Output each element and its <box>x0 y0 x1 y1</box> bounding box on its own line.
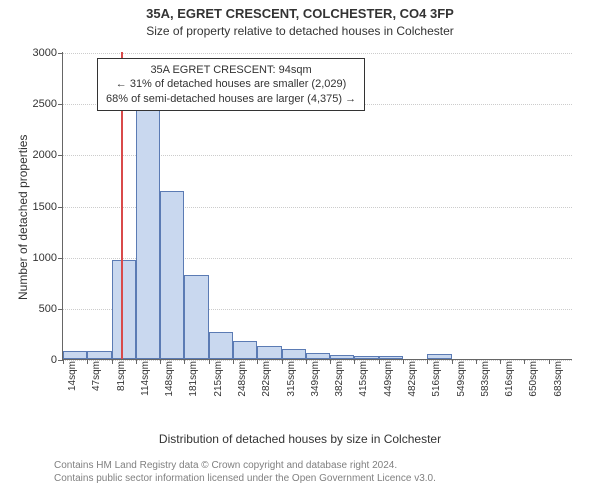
page-title-line2: Size of property relative to detached ho… <box>0 24 600 38</box>
xtick-label: 215sqm <box>213 361 224 421</box>
histogram-bar <box>112 260 136 359</box>
xtick-mark <box>136 359 137 364</box>
xtick-mark <box>63 359 64 364</box>
annotation-line3: 68% of semi-detached houses are larger (… <box>106 92 356 106</box>
ytick-label: 1500 <box>33 201 57 213</box>
plot-area: 05001000150020002500300014sqm47sqm81sqm1… <box>62 52 572 360</box>
ytick-mark <box>58 309 63 310</box>
annotation-box: 35A EGRET CRESCENT: 94sqm← 31% of detach… <box>97 58 365 111</box>
xtick-label: 415sqm <box>358 361 369 421</box>
annotation-line2: ← 31% of detached houses are smaller (2,… <box>106 77 356 91</box>
histogram-bar <box>209 332 233 359</box>
xtick-mark <box>209 359 210 364</box>
xtick-label: 81sqm <box>116 361 127 421</box>
gridline <box>63 53 572 54</box>
xtick-label: 382sqm <box>334 361 345 421</box>
xtick-mark <box>330 359 331 364</box>
xtick-mark <box>403 359 404 364</box>
xtick-label: 549sqm <box>456 361 467 421</box>
histogram-bar <box>160 191 184 359</box>
xtick-label: 449sqm <box>383 361 394 421</box>
xtick-mark <box>500 359 501 364</box>
xtick-mark <box>524 359 525 364</box>
xtick-label: 47sqm <box>91 361 102 421</box>
histogram-bar <box>257 346 281 359</box>
xtick-label: 282sqm <box>261 361 272 421</box>
histogram-bar <box>427 354 451 359</box>
ytick-mark <box>58 104 63 105</box>
ytick-label: 2000 <box>33 149 57 161</box>
ytick-label: 500 <box>39 303 57 315</box>
histogram-bar <box>379 356 403 359</box>
xtick-mark <box>306 359 307 364</box>
xtick-mark <box>184 359 185 364</box>
xtick-mark <box>452 359 453 364</box>
xtick-label: 315sqm <box>286 361 297 421</box>
xtick-label: 181sqm <box>188 361 199 421</box>
xtick-label: 114sqm <box>140 361 151 421</box>
xtick-label: 349sqm <box>310 361 321 421</box>
histogram-bar <box>184 275 208 359</box>
x-axis-label: Distribution of detached houses by size … <box>0 432 600 446</box>
ytick-label: 2500 <box>33 98 57 110</box>
chart-page: 35A, EGRET CRESCENT, COLCHESTER, CO4 3FP… <box>0 0 600 500</box>
xtick-mark <box>233 359 234 364</box>
histogram-bar <box>330 355 354 359</box>
xtick-label: 516sqm <box>431 361 442 421</box>
histogram-bar <box>354 356 378 359</box>
ytick-label: 1000 <box>33 252 57 264</box>
xtick-mark <box>257 359 258 364</box>
xtick-label: 482sqm <box>407 361 418 421</box>
xtick-label: 583sqm <box>480 361 491 421</box>
histogram-bar <box>136 108 160 359</box>
footer-attribution: Contains HM Land Registry data © Crown c… <box>54 460 436 485</box>
xtick-label: 683sqm <box>553 361 564 421</box>
xtick-mark <box>112 359 113 364</box>
xtick-mark <box>87 359 88 364</box>
xtick-mark <box>476 359 477 364</box>
xtick-label: 14sqm <box>67 361 78 421</box>
xtick-mark <box>549 359 550 364</box>
xtick-label: 616sqm <box>504 361 515 421</box>
ytick-mark <box>58 258 63 259</box>
ytick-mark <box>58 155 63 156</box>
y-axis-label: Number of detached properties <box>16 135 30 300</box>
xtick-mark <box>160 359 161 364</box>
ytick-mark <box>58 53 63 54</box>
xtick-label: 248sqm <box>237 361 248 421</box>
ytick-label: 3000 <box>33 47 57 59</box>
page-title-line1: 35A, EGRET CRESCENT, COLCHESTER, CO4 3FP <box>0 6 600 21</box>
xtick-label: 650sqm <box>528 361 539 421</box>
xtick-label: 148sqm <box>164 361 175 421</box>
footer-line1: Contains HM Land Registry data © Crown c… <box>54 460 436 473</box>
footer-line2: Contains public sector information licen… <box>54 473 436 486</box>
xtick-mark <box>379 359 380 364</box>
histogram-bar <box>282 349 306 359</box>
histogram-bar <box>63 351 87 359</box>
histogram-bar <box>306 353 330 359</box>
xtick-mark <box>282 359 283 364</box>
xtick-mark <box>427 359 428 364</box>
xtick-mark <box>354 359 355 364</box>
annotation-line1: 35A EGRET CRESCENT: 94sqm <box>106 63 356 77</box>
ytick-label: 0 <box>51 354 57 366</box>
histogram-bar <box>233 341 257 359</box>
ytick-mark <box>58 207 63 208</box>
histogram-bar <box>87 351 111 359</box>
